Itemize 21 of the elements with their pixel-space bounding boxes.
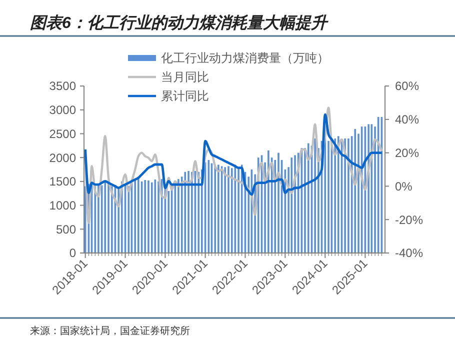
y-tick-label: 1000 [49, 198, 76, 212]
y-tick-label: 2000 [49, 150, 76, 165]
y2-tick-label: 20% [395, 146, 420, 160]
y-tick-label: 1500 [49, 174, 76, 189]
legend-label: 当月同比 [161, 70, 209, 84]
y-tick-label: 3500 [49, 79, 76, 94]
y-tick-label: 500 [56, 222, 76, 236]
y-tick-label: 0 [69, 246, 76, 260]
y-tick-label: 3000 [49, 103, 76, 118]
chart-title: 图表6：化工行业的动力煤消耗量大幅提升 [30, 14, 329, 32]
source-note: 来源：国家统计局，国金证券研究所 [30, 325, 190, 337]
y-tick-label: 2500 [49, 126, 76, 141]
y2-tick-label: -20% [395, 212, 424, 227]
line-series [84, 113, 383, 196]
legend-label: 累计同比 [161, 89, 209, 104]
y2-tick-label: -40% [395, 246, 424, 260]
y2-tick-label: 60% [395, 79, 420, 94]
y2-tick-label: 0% [395, 179, 413, 194]
y2-tick-label: 40% [395, 112, 420, 127]
legend-label: 化工行业动力煤消费量（万吨） [161, 51, 329, 66]
line-series [84, 106, 383, 224]
